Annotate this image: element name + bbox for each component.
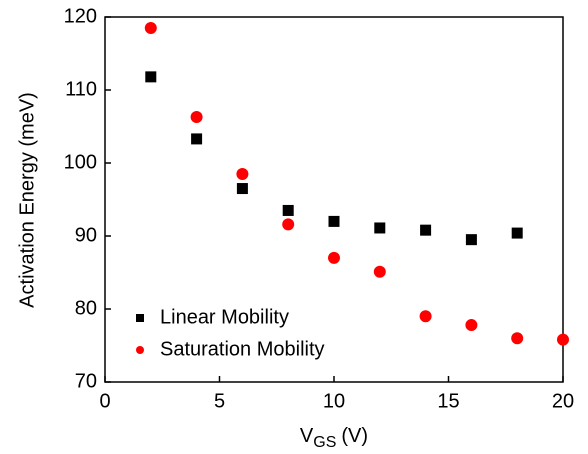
x-tick-label: 10 bbox=[323, 390, 345, 412]
data-point bbox=[282, 204, 294, 216]
data-point bbox=[236, 167, 249, 180]
data-point bbox=[190, 111, 203, 124]
y-tick-label: 110 bbox=[65, 78, 97, 100]
data-point bbox=[373, 265, 386, 278]
data-point bbox=[282, 218, 295, 231]
legend-marker bbox=[136, 346, 144, 354]
legend-marker bbox=[136, 314, 144, 322]
y-tick-label: 100 bbox=[64, 151, 97, 173]
data-point bbox=[145, 71, 157, 83]
data-point bbox=[511, 227, 523, 239]
y-tick-label: 120 bbox=[64, 5, 97, 27]
x-tick-label: 0 bbox=[99, 390, 110, 412]
data-point bbox=[465, 234, 477, 246]
y-tick-label: 80 bbox=[75, 297, 97, 319]
data-point bbox=[144, 21, 157, 34]
data-point bbox=[328, 215, 340, 227]
legend-label: Linear Mobility bbox=[160, 306, 289, 328]
x-label-main: V bbox=[300, 425, 314, 447]
data-point bbox=[511, 332, 524, 345]
data-point bbox=[236, 183, 248, 195]
data-point bbox=[557, 333, 569, 346]
x-tick-label: 20 bbox=[552, 390, 574, 412]
x-label-suffix: (V) bbox=[341, 425, 368, 447]
y-tick-label: 70 bbox=[75, 370, 97, 392]
x-tick-label: 5 bbox=[214, 390, 225, 412]
x-label-subscript: GS bbox=[313, 434, 336, 451]
data-point bbox=[191, 133, 203, 145]
data-point bbox=[328, 251, 340, 264]
legend-label: Saturation Mobility bbox=[160, 338, 325, 360]
data-point bbox=[420, 224, 432, 236]
y-axis-label: Activation Energy (meV) bbox=[16, 92, 38, 308]
x-axis-label: VGS (V) bbox=[300, 425, 368, 451]
data-point bbox=[374, 222, 386, 234]
x-tick-label: 15 bbox=[437, 390, 459, 412]
y-tick-label: 90 bbox=[75, 224, 97, 246]
data-point bbox=[465, 319, 478, 332]
data-point bbox=[419, 310, 432, 323]
